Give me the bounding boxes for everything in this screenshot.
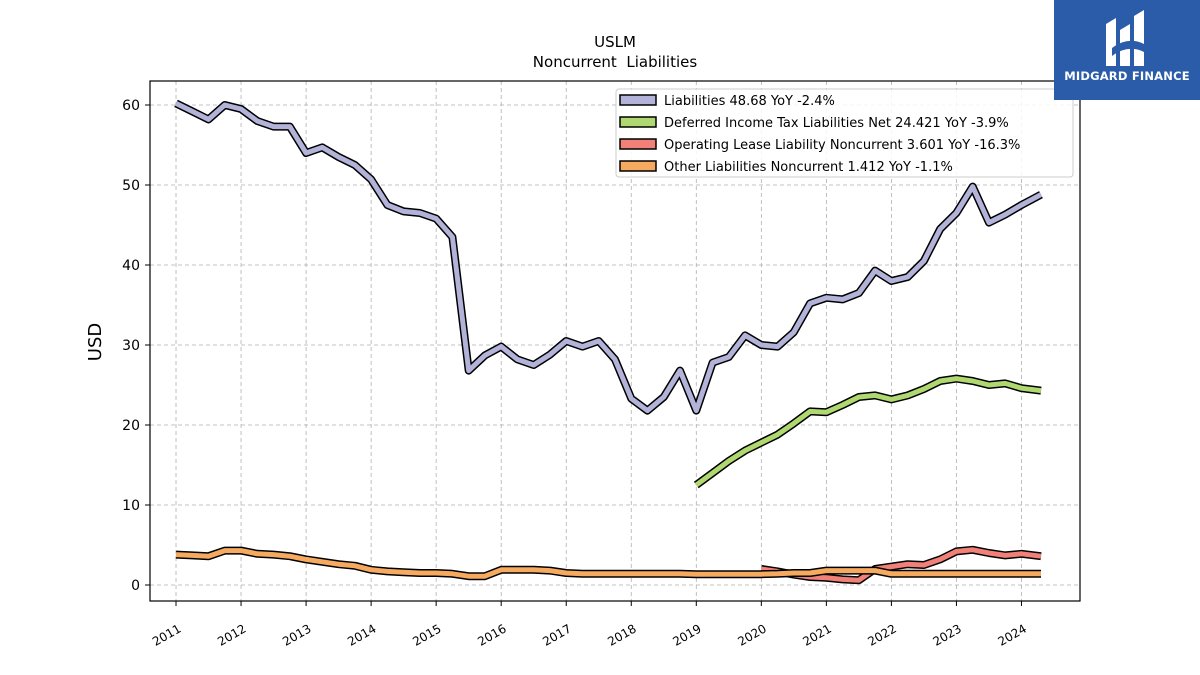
legend-label: Deferred Income Tax Liabilities Net 24.4…: [664, 116, 1009, 131]
series-line: [174, 101, 1043, 414]
y-tick-label: 60: [122, 98, 140, 114]
x-tick-label: 2021: [800, 621, 833, 648]
midgard-finance-logo: MIDGARD FINANCE: [1054, 0, 1200, 100]
chart-subtitle: Noncurrent Liabilities: [533, 53, 698, 71]
x-tick-label: 2014: [345, 621, 378, 648]
logo-text: MIDGARD FINANCE: [1064, 69, 1190, 83]
plot-frame: [149, 80, 1081, 602]
x-tick-label: 2016: [475, 621, 508, 648]
y-tick-label: 20: [122, 418, 140, 434]
x-tick-label: 2013: [280, 621, 313, 648]
x-tick-label: 2018: [605, 621, 638, 648]
legend-swatch: [619, 138, 657, 150]
x-tick-label: 2019: [670, 621, 703, 648]
x-tick-label: 2012: [215, 621, 248, 648]
y-tick-label: 50: [122, 178, 140, 194]
y-tick-label: 10: [122, 498, 140, 514]
series-line: [175, 548, 1041, 579]
chart-title: USLM: [594, 33, 636, 51]
legend-box: [615, 88, 1074, 178]
legend-label: Operating Lease Liability Noncurrent 3.6…: [664, 138, 1020, 153]
legend: Liabilities 48.68 YoY -2.4% Deferred Inco…: [615, 88, 1074, 178]
legend-swatch: [619, 94, 657, 106]
legend-swatch: [619, 160, 657, 172]
y-tick-label: 30: [122, 338, 140, 354]
y-axis-label: USD: [85, 323, 106, 361]
legend-label: Liabilities 48.68 YoY -2.4%: [664, 94, 835, 109]
x-tick-label: 2015: [410, 621, 443, 648]
x-tick-label: 2023: [930, 621, 963, 648]
legend-swatch: [619, 116, 657, 128]
x-tick-label: 2024: [996, 621, 1029, 648]
logo-mark-icon: [1106, 10, 1144, 66]
series-line: [694, 376, 1042, 488]
x-tick-label: 2020: [735, 621, 768, 648]
series-layer: [174, 99, 1043, 585]
y-tick-label: 40: [122, 258, 140, 274]
x-tick-label: 2017: [540, 621, 573, 648]
x-tick-label: 2022: [865, 621, 898, 648]
y-tick-label: 0: [131, 578, 140, 594]
legend-label: Other Liabilities Noncurrent 1.412 YoY -…: [664, 160, 953, 175]
x-tick-label: 2011: [150, 621, 183, 648]
